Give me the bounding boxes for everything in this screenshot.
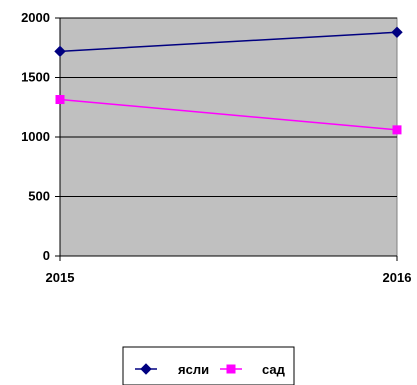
legend-label-0: ясли	[178, 362, 209, 377]
series-line-0	[59, 31, 398, 53]
legend-marker-1	[226, 364, 236, 374]
data-point-1-1	[392, 125, 402, 135]
legend: ясли сад	[122, 346, 295, 385]
y-axis: 0 500 1000 1500 2000	[21, 10, 61, 263]
data-point-1-0	[55, 95, 65, 105]
data-point-0-1	[391, 26, 403, 38]
y-tick-label: 2000	[21, 10, 50, 25]
series-group	[54, 26, 403, 135]
x-axis: 2015 2016	[46, 255, 412, 285]
x-tick-label: 2016	[383, 270, 412, 285]
data-point-0-0	[54, 45, 66, 58]
legend-label-1: сад	[262, 362, 286, 377]
y-tick-label: 1000	[21, 129, 50, 144]
legend-marker-0	[140, 363, 152, 375]
x-tick-label: 2015	[46, 270, 75, 285]
y-tick-label: 0	[43, 248, 50, 263]
y-tick-label: 1500	[21, 70, 50, 85]
legend-box	[122, 346, 295, 385]
y-tick-label: 500	[28, 189, 50, 204]
series-line-1	[59, 98, 398, 131]
